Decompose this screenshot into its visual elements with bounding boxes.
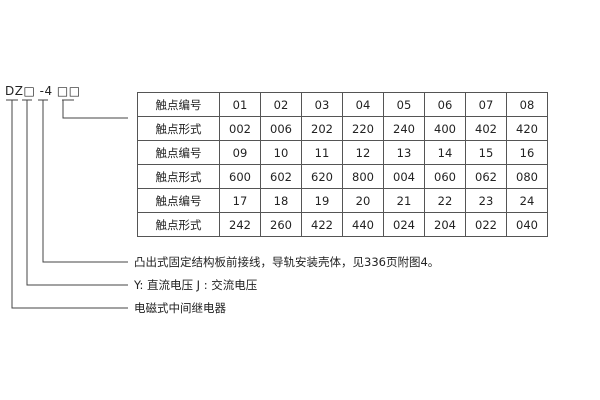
model-code: DZ□ -4 □□ xyxy=(5,84,81,98)
table-cell: 07 xyxy=(465,92,507,117)
table-cell: 022 xyxy=(465,212,507,237)
table-cell: 23 xyxy=(465,188,507,213)
table-cell: 12 xyxy=(342,140,384,165)
table-cell: 006 xyxy=(260,116,302,141)
table-cell: 800 xyxy=(342,164,384,189)
table-cell: 060 xyxy=(424,164,466,189)
table-cell: 05 xyxy=(383,92,425,117)
table-cell: 19 xyxy=(301,188,343,213)
table-cell: 220 xyxy=(342,116,384,141)
table-cell: 15 xyxy=(465,140,507,165)
table-cell: 402 xyxy=(465,116,507,141)
note-voltage: Y: 直流电压 J : 交流电压 xyxy=(134,278,258,292)
row-label: 触点形式 xyxy=(137,212,220,237)
table-cell: 242 xyxy=(219,212,261,237)
table-cell: 040 xyxy=(506,212,548,237)
table-cell: 240 xyxy=(383,116,425,141)
table-cell: 600 xyxy=(219,164,261,189)
row-label: 触点编号 xyxy=(137,188,220,213)
leader-voltage xyxy=(22,99,128,286)
table-cell: 620 xyxy=(301,164,343,189)
table-cell: 062 xyxy=(465,164,507,189)
table-cell: 03 xyxy=(301,92,343,117)
table-cell: 204 xyxy=(424,212,466,237)
table-cell: 21 xyxy=(383,188,425,213)
table-cell: 22 xyxy=(424,188,466,213)
table-cell: 080 xyxy=(506,164,548,189)
table-row: 触点编号 01 02 03 04 05 06 07 08 xyxy=(137,92,548,117)
leader-contacts xyxy=(62,99,128,119)
table-cell: 420 xyxy=(506,116,548,141)
table-cell: 02 xyxy=(260,92,302,117)
table-cell: 202 xyxy=(301,116,343,141)
table-cell: 06 xyxy=(424,92,466,117)
table-cell: 14 xyxy=(424,140,466,165)
table-row: 触点形式 600 602 620 800 004 060 062 080 xyxy=(137,164,548,189)
table-cell: 01 xyxy=(219,92,261,117)
row-label: 触点编号 xyxy=(137,140,220,165)
table-cell: 024 xyxy=(383,212,425,237)
table-cell: 08 xyxy=(506,92,548,117)
table-cell: 09 xyxy=(219,140,261,165)
table-row: 触点形式 242 260 422 440 024 204 022 040 xyxy=(137,212,548,237)
table-cell: 24 xyxy=(506,188,548,213)
table-cell: 11 xyxy=(301,140,343,165)
leader-structure xyxy=(38,99,128,263)
table-row: 触点编号 17 18 19 20 21 22 23 24 xyxy=(137,188,548,213)
row-label: 触点形式 xyxy=(137,164,220,189)
table-cell: 400 xyxy=(424,116,466,141)
table-cell: 002 xyxy=(219,116,261,141)
table-row: 触点形式 002 006 202 220 240 400 402 420 xyxy=(137,116,548,141)
table-cell: 16 xyxy=(506,140,548,165)
table-cell: 440 xyxy=(342,212,384,237)
table-cell: 17 xyxy=(219,188,261,213)
row-label: 触点编号 xyxy=(137,92,220,117)
table-cell: 04 xyxy=(342,92,384,117)
row-label: 触点形式 xyxy=(137,116,220,141)
table-cell: 13 xyxy=(383,140,425,165)
table-cell: 422 xyxy=(301,212,343,237)
leader-type xyxy=(6,99,128,309)
contact-table: 触点编号 01 02 03 04 05 06 07 08 触点形式 002 006 202 220 240 4… xyxy=(137,92,548,237)
table-cell: 18 xyxy=(260,188,302,213)
table-row: 触点编号 09 10 11 12 13 14 15 16 xyxy=(137,140,548,165)
table-cell: 10 xyxy=(260,140,302,165)
table-cell: 004 xyxy=(383,164,425,189)
note-type: 电磁式中间继电器 xyxy=(134,301,226,315)
note-structure: 凸出式固定结构板前接线，导轨安装壳体，见336页附图4。 xyxy=(134,255,440,269)
table-cell: 260 xyxy=(260,212,302,237)
table-cell: 602 xyxy=(260,164,302,189)
table-cell: 20 xyxy=(342,188,384,213)
